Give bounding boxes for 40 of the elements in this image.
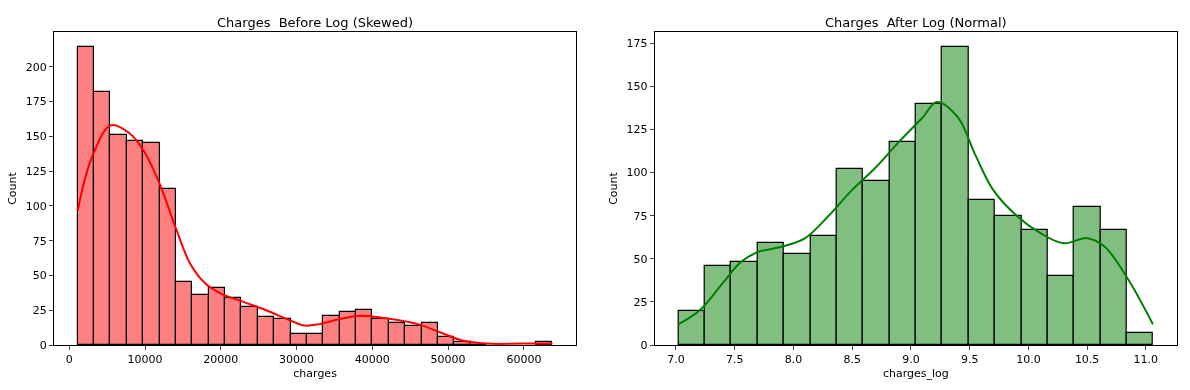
y-tick-label: 100 [25, 199, 47, 213]
x-tick-label: 7.0 [667, 353, 685, 367]
y-tick-label: 150 [25, 130, 47, 144]
x-tick-label: 11.0 [1133, 353, 1159, 367]
y-tick-label: 0 [39, 338, 47, 352]
chart-title: Charges Before Log (Skewed) [217, 15, 414, 30]
y-tick-label: 150 [626, 80, 648, 94]
x-tick-label: 20000 [203, 353, 239, 367]
x-tick-label: 9.5 [960, 353, 979, 367]
x-axis-title: charges_log [882, 367, 949, 381]
chart-title: Charges After Log (Normal) [825, 15, 1007, 30]
x-tick-label: 10.0 [1016, 353, 1041, 367]
x-tick-label: 50000 [430, 353, 466, 367]
y-tick-label: 75 [633, 209, 648, 223]
y-tick-label: 200 [25, 60, 47, 74]
y-tick-label: 100 [626, 166, 648, 180]
y-tick-label: 50 [32, 269, 47, 283]
x-axis-title: charges [293, 367, 338, 381]
x-tick-label: 0 [65, 353, 73, 367]
y-axis-title: Count [607, 171, 621, 205]
y-tick-label: 75 [32, 234, 47, 248]
y-tick-label: 125 [25, 164, 47, 178]
y-axis-title: Count [6, 171, 20, 205]
x-tick-label: 8.5 [843, 353, 861, 367]
y-tick-label: 175 [626, 37, 648, 51]
y-tick-label: 50 [633, 252, 648, 266]
y-tick-label: 25 [32, 304, 47, 318]
x-tick-label: 7.5 [725, 353, 744, 367]
y-tick-label: 25 [633, 295, 648, 309]
x-tick-label: 60000 [506, 353, 542, 367]
x-tick-label: 8.0 [784, 353, 803, 367]
x-tick-label: 9.0 [902, 353, 920, 367]
line-series [76, 123, 554, 345]
x-tick-label: 40000 [354, 353, 390, 367]
x-tick-label: 10000 [127, 353, 163, 367]
y-tick-label: 0 [640, 338, 648, 352]
x-tick-label: 10.5 [1074, 353, 1100, 367]
x-tick-label: 30000 [279, 353, 315, 367]
y-tick-label: 175 [25, 95, 47, 109]
y-tick-label: 125 [626, 123, 648, 137]
